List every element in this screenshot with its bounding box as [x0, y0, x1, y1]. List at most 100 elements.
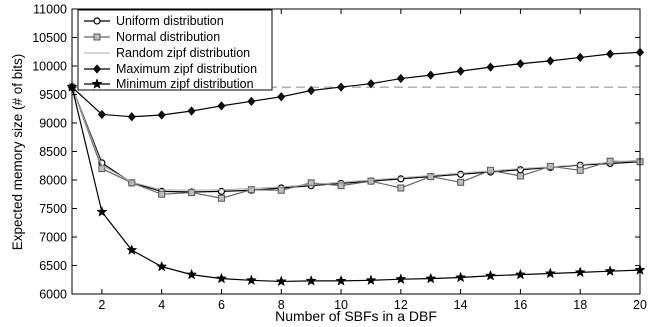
x-tick-label: 20 [633, 298, 647, 312]
data-point-normal-distribution [337, 182, 345, 190]
data-point-minimum-zipf-distribution [425, 272, 437, 284]
data-point-normal-distribution [188, 189, 196, 197]
y-tick-label: 6500 [39, 259, 67, 273]
y-tick-label: 11000 [33, 3, 67, 17]
legend-label-maximum-zipf: Maximum zipf distribution [116, 62, 257, 76]
data-point-minimum-zipf-distribution [484, 269, 497, 281]
data-point-normal-distribution [217, 194, 225, 202]
series-maximum-zipf-distribution [67, 47, 645, 122]
series-line-maximum-zipf-distribution [71, 51, 641, 118]
series-line-random-zipf-distribution [71, 86, 641, 191]
data-point-minimum-zipf-distribution [215, 272, 228, 284]
x-tick-label: 16 [513, 298, 527, 312]
data-point-minimum-zipf-distribution [604, 265, 616, 276]
data-point-maximum-zipf-distribution [396, 73, 405, 84]
data-point-maximum-zipf-distribution [247, 96, 256, 106]
series-random-zipf-distribution [71, 86, 641, 191]
data-point-minimum-zipf-distribution [574, 266, 586, 278]
x-tick-label: 10 [334, 298, 348, 312]
y-tick-label: 8000 [39, 174, 67, 188]
y-tick-label: 10500 [32, 31, 67, 45]
x-tick-label: 2 [98, 298, 105, 312]
series-layer [66, 47, 646, 287]
data-point-maximum-zipf-distribution [456, 66, 465, 76]
data-point-uniform-distribution [457, 170, 465, 178]
y-tick-label: 9500 [39, 88, 67, 102]
y-tick-label: 10000 [32, 60, 67, 74]
x-tick-label: 4 [158, 298, 165, 312]
data-point-minimum-zipf-distribution [185, 268, 198, 280]
series-normal-distribution [68, 83, 644, 202]
data-point-minimum-zipf-distribution [245, 274, 257, 286]
y-tick-label: 7000 [39, 231, 67, 245]
data-point-maximum-zipf-distribution [426, 70, 435, 80]
data-point-normal-distribution [427, 173, 435, 181]
y-tick-label: 8500 [39, 145, 67, 159]
series-line-uniform-distribution [71, 86, 641, 193]
data-point-normal-distribution [606, 157, 614, 165]
data-point-maximum-zipf-distribution [366, 79, 375, 89]
legend-marker-sample [93, 17, 101, 25]
data-point-maximum-zipf-distribution [97, 109, 106, 120]
y-tick-label: 6000 [39, 288, 67, 302]
x-tick-label: 6 [218, 298, 225, 312]
data-point-maximum-zipf-distribution [337, 82, 346, 92]
data-point-normal-distribution [307, 179, 315, 187]
legend-marker-sample [93, 33, 101, 41]
data-point-uniform-distribution [397, 175, 405, 183]
series-line-normal-distribution [71, 86, 641, 199]
data-point-maximum-zipf-distribution [516, 59, 525, 69]
x-tick-label: 12 [394, 298, 408, 312]
legend-box [77, 9, 273, 91]
data-point-maximum-zipf-distribution [606, 49, 615, 59]
x-tick-label: 8 [278, 298, 285, 312]
legend-label-normal: Normal distribution [116, 30, 220, 44]
legend-label-random-zipf: Random zipf distribution [116, 46, 250, 60]
y-axis-label: Expected memory size (# of bits) [10, 54, 25, 251]
legend-marker-sample [92, 64, 102, 74]
series-line-minimum-zipf-distribution [71, 86, 641, 283]
data-point-minimum-zipf-distribution [455, 271, 467, 283]
data-point-maximum-zipf-distribution [187, 106, 196, 116]
data-point-normal-distribution [158, 190, 166, 198]
legend: Uniform distribution Normal distribution… [77, 9, 273, 91]
legend-label-minimum-zipf: Minimum zipf distribution [116, 77, 254, 91]
data-point-maximum-zipf-distribution [576, 52, 585, 63]
legend-label-uniform: Uniform distribution [116, 14, 224, 28]
data-point-maximum-zipf-distribution [546, 56, 555, 66]
x-tick-label: 14 [454, 298, 468, 312]
data-point-maximum-zipf-distribution [486, 62, 495, 72]
data-point-minimum-zipf-distribution [335, 274, 347, 286]
x-axis-label: Number of SBFs in a DBF [275, 308, 437, 324]
legend-samples [84, 17, 110, 89]
axis-layer: 2 4 6 8 10 12 14 16 18 20 6000 6500 7000 7500 8000 8500… [32, 3, 647, 313]
x-tick-label: 18 [573, 298, 587, 312]
data-point-minimum-zipf-distribution [275, 275, 287, 287]
series-uniform-distribution [68, 83, 644, 196]
data-point-uniform-distribution [516, 166, 525, 174]
data-point-maximum-zipf-distribution [307, 85, 316, 96]
data-point-minimum-zipf-distribution [514, 268, 527, 280]
data-point-normal-distribution [576, 166, 584, 174]
data-point-minimum-zipf-distribution [126, 244, 138, 255]
data-point-normal-distribution [516, 172, 524, 180]
data-point-minimum-zipf-distribution [365, 274, 377, 286]
data-point-normal-distribution [277, 186, 285, 194]
data-point-normal-distribution [367, 177, 375, 185]
data-point-normal-distribution [457, 178, 465, 186]
data-point-minimum-zipf-distribution [156, 260, 168, 272]
data-point-minimum-zipf-distribution [96, 206, 108, 217]
data-point-maximum-zipf-distribution [127, 112, 136, 122]
data-point-normal-distribution [247, 186, 255, 194]
y-tick-label: 9000 [39, 117, 67, 131]
data-point-maximum-zipf-distribution [217, 101, 226, 111]
data-point-maximum-zipf-distribution [157, 110, 166, 120]
data-point-minimum-zipf-distribution [305, 274, 317, 286]
data-point-minimum-zipf-distribution [395, 273, 407, 284]
data-point-maximum-zipf-distribution [277, 92, 286, 102]
legend-marker-sample [91, 78, 103, 89]
y-tick-label: 7500 [39, 202, 67, 216]
data-point-normal-distribution [397, 184, 405, 192]
data-point-minimum-zipf-distribution [544, 267, 556, 279]
